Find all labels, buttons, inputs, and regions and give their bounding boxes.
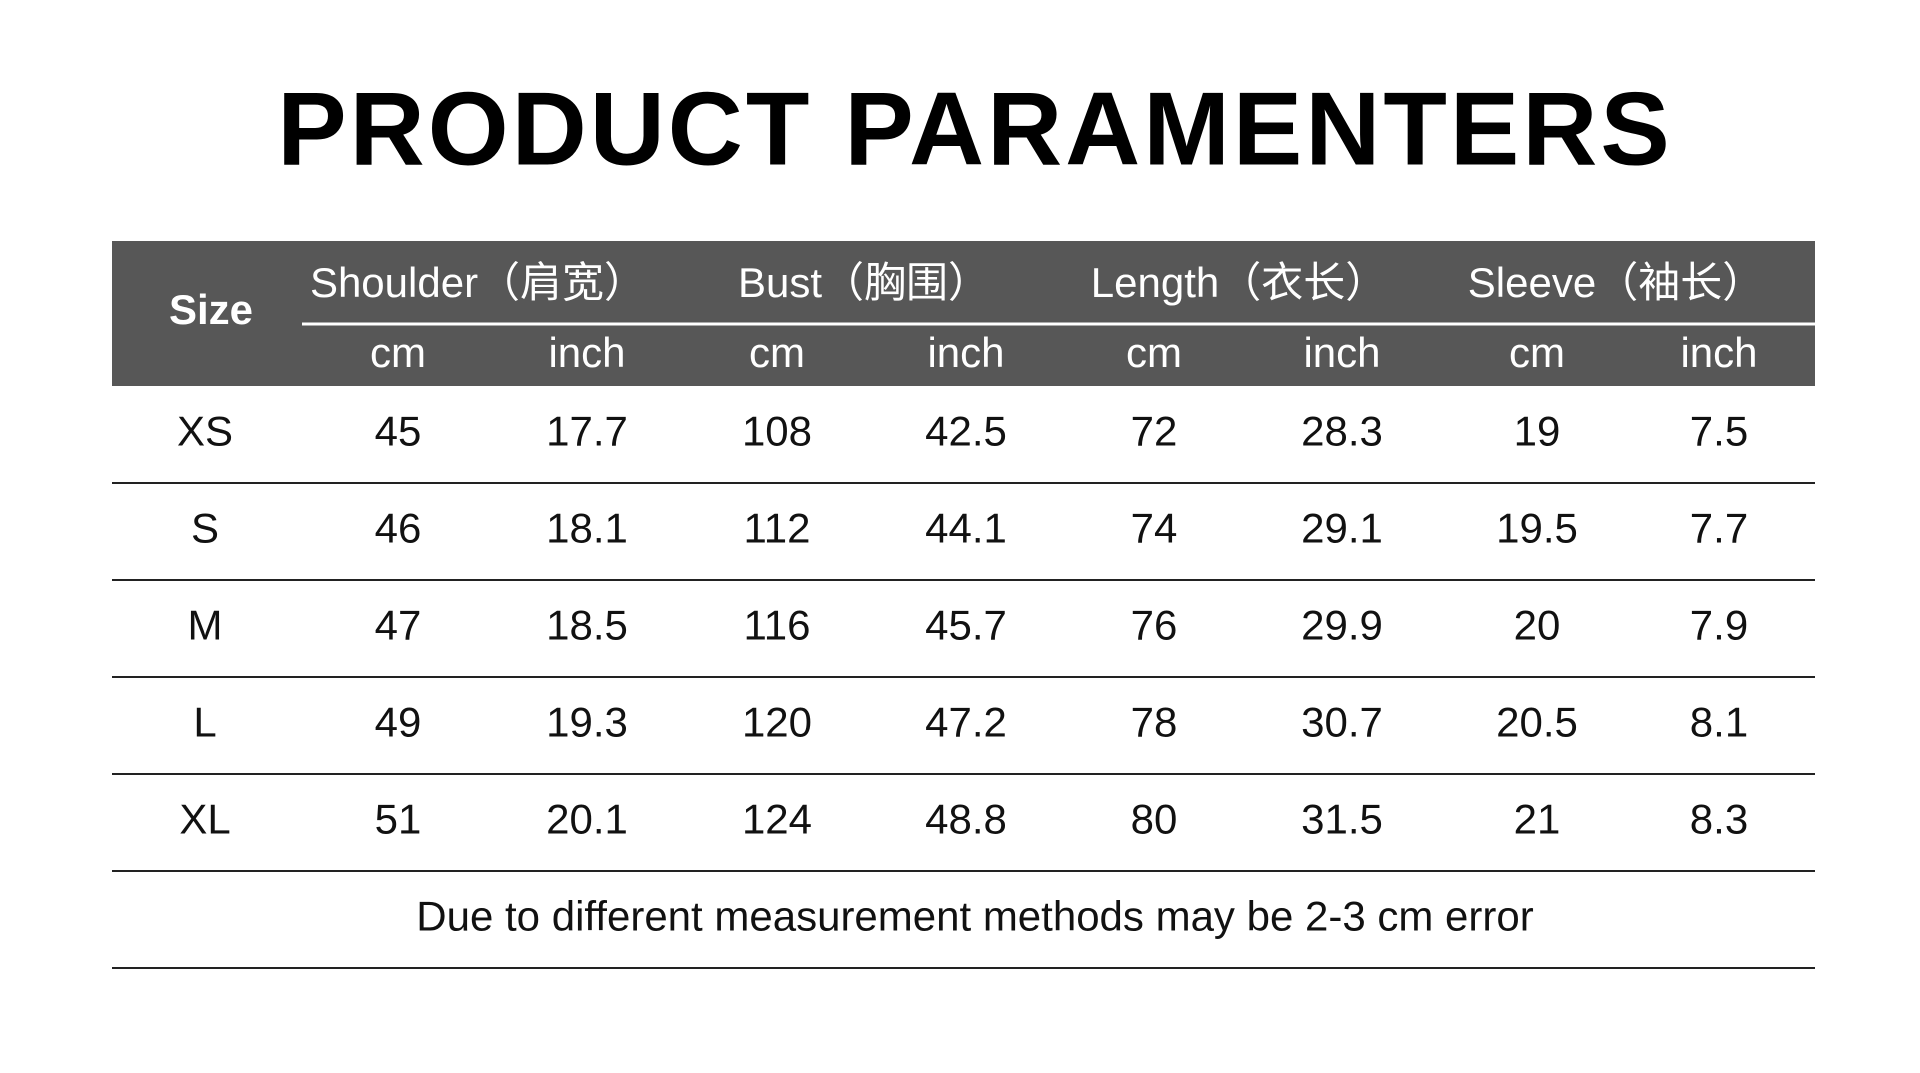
measurement: 19 xyxy=(1514,408,1561,455)
unit-header: cm xyxy=(370,329,426,376)
measurement: 80 xyxy=(1131,796,1178,843)
measurement: 47 xyxy=(375,602,422,649)
header-background xyxy=(112,241,1815,386)
measurement: 17.7 xyxy=(546,408,628,455)
measurement: 8.1 xyxy=(1690,699,1748,746)
note: Due to different measurement methods may… xyxy=(416,893,1533,940)
measurement: 20.1 xyxy=(546,796,628,843)
group-header: Shoulder（肩宽） xyxy=(310,259,646,306)
measurement: 74 xyxy=(1131,505,1178,552)
group-header: Sleeve（袖长） xyxy=(1468,259,1764,306)
measurement: 108 xyxy=(742,408,812,455)
measurement: 45 xyxy=(375,408,422,455)
size-label: M xyxy=(188,602,223,649)
unit-header: cm xyxy=(1509,329,1565,376)
measurement: 20.5 xyxy=(1496,699,1578,746)
measurement: 46 xyxy=(375,505,422,552)
group-header: Length（衣长） xyxy=(1091,259,1387,306)
size-header: Size xyxy=(169,286,253,333)
measurement: 51 xyxy=(375,796,422,843)
measurement: 18.5 xyxy=(546,602,628,649)
size-label: S xyxy=(191,505,219,552)
measurement: 44.1 xyxy=(925,505,1007,552)
measurement: 30.7 xyxy=(1301,699,1383,746)
measurement: 18.1 xyxy=(546,505,628,552)
measurement: 42.5 xyxy=(925,408,1007,455)
unit-header: inch xyxy=(927,329,1004,376)
unit-header: inch xyxy=(1303,329,1380,376)
measurement: 48.8 xyxy=(925,796,1007,843)
measurement: 112 xyxy=(744,505,811,552)
measurement: 29.1 xyxy=(1301,505,1383,552)
size-label: XL xyxy=(179,796,230,843)
measurement: 28.3 xyxy=(1301,408,1383,455)
measurement: 47.2 xyxy=(925,699,1007,746)
size-label: L xyxy=(193,699,216,746)
size-label: XS xyxy=(177,408,233,455)
measurement: 76 xyxy=(1131,602,1178,649)
measurement: 20 xyxy=(1514,602,1561,649)
measurement: 7.5 xyxy=(1690,408,1748,455)
measurement: 19.5 xyxy=(1496,505,1578,552)
unit-header: inch xyxy=(548,329,625,376)
measurement: 21 xyxy=(1514,796,1561,843)
measurement: 29.9 xyxy=(1301,602,1383,649)
group-header: Bust（胸围） xyxy=(738,259,990,306)
unit-header: cm xyxy=(1126,329,1182,376)
measurement: 72 xyxy=(1131,408,1178,455)
measurement: 7.7 xyxy=(1690,505,1748,552)
measurement: 124 xyxy=(742,796,812,843)
measurement: 45.7 xyxy=(925,602,1007,649)
measurement: 78 xyxy=(1131,699,1178,746)
measurement: 7.9 xyxy=(1690,602,1748,649)
measurement: 31.5 xyxy=(1301,796,1383,843)
measurement: 8.3 xyxy=(1690,796,1748,843)
unit-header: cm xyxy=(749,329,805,376)
measurement: 120 xyxy=(742,699,812,746)
measurement: 116 xyxy=(744,602,811,649)
unit-header: inch xyxy=(1680,329,1757,376)
measurement: 19.3 xyxy=(546,699,628,746)
page-title: PRODUCT PARAMENTERS xyxy=(277,71,1673,187)
measurement: 49 xyxy=(375,699,422,746)
